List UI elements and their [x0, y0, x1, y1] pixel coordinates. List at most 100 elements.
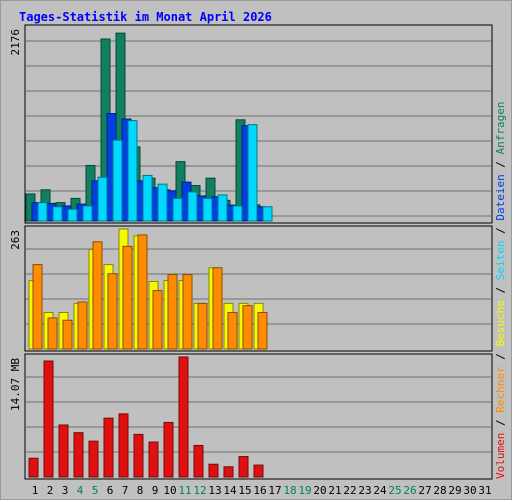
- x-tick-label-day-22: 22: [343, 484, 356, 497]
- bar-volumen-day-3: [58, 424, 69, 478]
- legend-item-dateien: Dateien: [494, 174, 507, 220]
- legend-item-seiten: Seiten: [494, 241, 507, 281]
- bar-volumen-day-14: [223, 466, 234, 478]
- legend-item-volumen: Volumen: [494, 433, 507, 479]
- legend-item- /: /: [494, 347, 507, 367]
- x-tick-label-day-12: 12: [193, 484, 206, 497]
- x-tick-label-day-10: 10: [163, 484, 176, 497]
- bar-volumen-day-2: [43, 360, 54, 478]
- x-tick-label-day-13: 13: [208, 484, 221, 497]
- x-tick-label-day-4: 4: [77, 484, 84, 497]
- x-tick-label-day-1: 1: [32, 484, 39, 497]
- bar-seiten-day-7: [127, 120, 138, 222]
- bar-rechner-day-10: [167, 274, 178, 350]
- bar-rechner-day-2: [47, 317, 58, 350]
- x-tick-label-day-29: 29: [448, 484, 461, 497]
- bar-rechner-day-14: [227, 311, 238, 350]
- bar-seiten-day-1: [37, 202, 48, 222]
- bar-volumen-day-7: [118, 413, 129, 478]
- x-tick-label-day-26: 26: [403, 484, 416, 497]
- x-tick-label-day-24: 24: [373, 484, 387, 497]
- chart-panel-visits: 263: [9, 225, 493, 352]
- bar-seiten-day-4: [82, 205, 93, 222]
- legend-item- /: /: [494, 413, 507, 433]
- bar-volumen-day-8: [133, 433, 144, 478]
- plot-area: [24, 353, 493, 480]
- x-tick-label-day-14: 14: [223, 484, 237, 497]
- bar-volumen-day-13: [208, 463, 219, 478]
- x-tick-label-day-7: 7: [122, 484, 129, 497]
- x-tick-label-day-23: 23: [358, 484, 371, 497]
- y-axis-max-label: 2176: [9, 29, 22, 56]
- legend-item- /: /: [494, 221, 507, 241]
- x-tick-label-day-19: 19: [298, 484, 311, 497]
- bar-rechner-day-6: [107, 273, 118, 350]
- x-tick-label-day-28: 28: [433, 484, 446, 497]
- bar-seiten-day-9: [157, 183, 168, 222]
- bar-seiten-day-2: [52, 206, 63, 222]
- bar-seiten-day-10: [172, 197, 183, 222]
- bar-rechner-day-7: [122, 245, 133, 350]
- legend-item-besuche: Besuche: [494, 300, 507, 346]
- bar-seiten-day-5: [97, 176, 108, 222]
- x-tick-label-day-9: 9: [152, 484, 159, 497]
- bar-seiten-day-13: [217, 194, 228, 222]
- bar-rechner-day-8: [137, 234, 148, 350]
- bar-volumen-day-4: [73, 432, 84, 478]
- bar-seiten-day-15: [247, 124, 258, 222]
- chart-panel-volume: 14.07 MB: [9, 353, 493, 480]
- bar-seiten-day-11: [187, 191, 198, 222]
- chart-panel-hits: 2176: [9, 24, 493, 224]
- bar-volumen-day-5: [88, 440, 99, 478]
- x-tick-label-day-25: 25: [388, 484, 401, 497]
- x-tick-label-day-17: 17: [268, 484, 281, 497]
- bar-rechner-day-15: [242, 305, 253, 350]
- bar-volumen-day-15: [238, 456, 249, 478]
- x-tick-label-day-16: 16: [253, 484, 266, 497]
- x-tick-label-day-2: 2: [47, 484, 54, 497]
- bar-rechner-day-3: [62, 319, 73, 350]
- legend-item- /: /: [494, 280, 507, 300]
- legend-item- /: /: [494, 154, 507, 174]
- y-axis-max-label: 14.07 MB: [9, 358, 22, 411]
- bar-rechner-day-4: [77, 301, 88, 350]
- bar-volumen-day-1: [28, 457, 39, 478]
- legend-item-anfragen: Anfragen: [494, 101, 507, 154]
- bar-volumen-day-12: [193, 444, 204, 478]
- x-tick-label-day-8: 8: [137, 484, 144, 497]
- bar-rechner-day-13: [212, 267, 223, 350]
- x-tick-label-day-18: 18: [283, 484, 296, 497]
- bar-volumen-day-10: [163, 421, 174, 478]
- x-tick-label-day-27: 27: [418, 484, 431, 497]
- bar-rechner-day-5: [92, 241, 103, 350]
- bar-volumen-day-16: [253, 464, 264, 478]
- bar-volumen-day-9: [148, 441, 159, 478]
- bar-rechner-day-12: [197, 302, 208, 350]
- bar-seiten-day-8: [142, 174, 153, 222]
- bar-volumen-day-6: [103, 417, 114, 478]
- x-tick-label-day-5: 5: [92, 484, 99, 497]
- bar-seiten-day-3: [67, 208, 78, 222]
- bar-seiten-day-12: [202, 197, 213, 222]
- legend-item-rechner: Rechner: [494, 366, 507, 413]
- chart-title: Tages-Statistik im Monat April 2026: [19, 10, 272, 24]
- legend: Volumen / Rechner / Besuche / Seiten / D…: [494, 101, 507, 479]
- x-tick-label-day-6: 6: [107, 484, 114, 497]
- bar-seiten-day-16: [262, 206, 273, 222]
- x-tick-label-day-20: 20: [313, 484, 326, 497]
- x-tick-label-day-11: 11: [178, 484, 191, 497]
- x-tick-label-day-31: 31: [478, 484, 491, 497]
- x-tick-label-day-30: 30: [463, 484, 476, 497]
- x-tick-label-day-3: 3: [62, 484, 69, 497]
- bar-volumen-day-11: [178, 356, 189, 478]
- x-tick-label-day-21: 21: [328, 484, 341, 497]
- x-tick-label-day-15: 15: [238, 484, 251, 497]
- bar-rechner-day-1: [32, 264, 43, 350]
- bar-rechner-day-11: [182, 274, 193, 350]
- bar-rechner-day-9: [152, 290, 163, 350]
- bar-rechner-day-16: [257, 311, 268, 350]
- y-axis-max-label: 263: [9, 230, 22, 250]
- bar-seiten-day-14: [232, 205, 243, 222]
